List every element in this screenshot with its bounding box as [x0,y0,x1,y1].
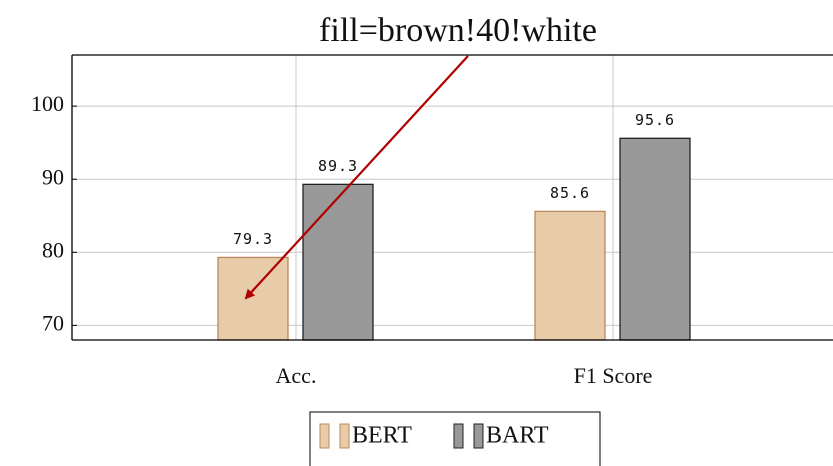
bar [217,256,289,341]
x-tick-label: F1 Score [574,363,653,388]
value-label: 85.6 [550,184,590,202]
value-label: 95.6 [635,111,675,129]
x-tick-label: Acc. [276,363,317,388]
value-label: 79.3 [233,230,273,248]
legend-swatch [339,423,350,449]
legend-swatch [473,423,484,449]
annotation: fill=brown!40!white [319,12,597,49]
grid [72,55,833,340]
y-tick-label: 70 [42,310,64,335]
annotation-arrow [244,55,469,300]
legend-label: BERT [352,423,412,449]
legend-swatch [453,423,464,449]
value-label: 89.3 [318,157,358,175]
marks [217,137,691,341]
legend-label: BART [486,423,549,449]
y-tick-label: 80 [42,237,64,262]
legend: BERT BART [319,423,549,449]
bar [302,183,374,341]
legend-swatch [319,423,330,449]
y-tick-label: 100 [31,91,64,116]
y-tick-label: 90 [42,164,64,189]
bar [534,210,606,341]
bar [619,137,691,341]
